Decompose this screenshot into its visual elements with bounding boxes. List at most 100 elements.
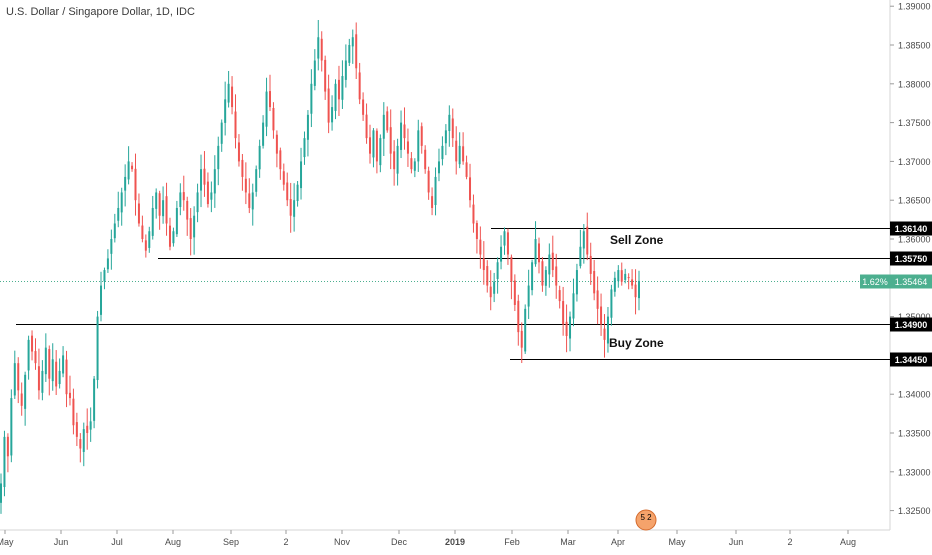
time-tick-label: Feb <box>504 537 520 547</box>
chart-title: U.S. Dollar / Singapore Dollar, 1D, IDC <box>6 6 195 18</box>
candle-body <box>389 127 392 154</box>
candle-body <box>634 284 637 298</box>
candle-body <box>565 321 568 337</box>
candle-body <box>193 215 196 238</box>
candle-body <box>275 134 278 154</box>
candle-body <box>48 349 51 379</box>
candle-body <box>262 122 265 146</box>
zone-label: Buy Zone <box>609 336 664 350</box>
candle-body <box>165 196 168 224</box>
candle-body <box>231 86 234 108</box>
level-price-box <box>890 317 932 332</box>
candle-body <box>403 124 406 139</box>
price-tick-label: 1.33000 <box>898 467 931 477</box>
level-price-box <box>890 221 932 236</box>
time-tick-label: Apr <box>611 537 625 547</box>
candle-body <box>251 192 254 210</box>
events-badge-circle <box>635 509 657 531</box>
candle-body <box>337 79 340 100</box>
candle-body <box>531 262 534 291</box>
candle-body <box>220 122 223 144</box>
candle-body <box>293 200 296 217</box>
candle-body <box>10 398 13 456</box>
candle-body <box>120 192 123 213</box>
candle-body <box>400 122 403 150</box>
candle-body <box>334 83 337 111</box>
time-tick-label: Nov <box>334 537 351 547</box>
candle-body <box>410 158 413 170</box>
candle-body <box>306 114 309 140</box>
candle-body <box>131 165 134 170</box>
candle-body <box>17 363 20 391</box>
current-price-label: 1.35464 <box>895 277 928 287</box>
candle-body <box>610 289 613 318</box>
candle-body <box>55 361 58 387</box>
candle-body <box>465 162 468 177</box>
candle-body <box>482 258 485 271</box>
candle-body <box>544 270 547 286</box>
candle-body <box>144 240 147 251</box>
candle-body <box>203 168 206 185</box>
time-tick-label: Jun <box>729 537 744 547</box>
level-price-label: 1.36140 <box>895 224 928 234</box>
candle-body <box>124 176 127 191</box>
level-price-label: 1.34450 <box>895 355 928 365</box>
candle-body <box>172 231 175 244</box>
candle-body <box>355 34 358 69</box>
candle-body <box>24 374 27 409</box>
candle-body <box>527 285 530 307</box>
level-price-label: 1.34900 <box>895 320 928 330</box>
time-tick-label: 2 <box>787 537 792 547</box>
price-tick-label: 1.39000 <box>898 2 931 12</box>
candle-body <box>134 168 137 201</box>
candle-body <box>462 146 465 162</box>
candle-body <box>51 359 54 382</box>
current-price-box <box>890 274 932 289</box>
candle-body <box>72 398 75 426</box>
candle-body <box>369 137 372 154</box>
candle-body <box>558 290 561 302</box>
candle-body <box>189 218 192 240</box>
candle-body <box>362 99 365 115</box>
candle-body <box>162 200 165 217</box>
candle-body <box>510 256 513 282</box>
time-tick-label: Aug <box>840 537 856 547</box>
time-tick-label: Mar <box>560 537 576 547</box>
candles <box>0 19 640 514</box>
candle-body <box>65 359 68 395</box>
candle-body <box>113 223 116 239</box>
price-tick-label: 1.37500 <box>898 118 931 128</box>
time-tick-label: 2 <box>283 537 288 547</box>
candle-body <box>541 261 544 286</box>
candle-body <box>127 161 130 180</box>
candle-body <box>417 130 420 162</box>
candle-body <box>200 169 203 191</box>
candle-body <box>75 422 78 437</box>
candle-body <box>600 306 603 325</box>
candle-body <box>241 159 244 177</box>
candle-body <box>365 114 368 139</box>
events-badge: 5 2 <box>635 509 657 531</box>
candle-body <box>617 270 620 282</box>
candle-body <box>589 255 592 274</box>
candle-body <box>469 177 472 201</box>
candle-body <box>279 150 282 170</box>
change-label: 1.62% <box>862 277 888 287</box>
level-lines <box>0 228 890 360</box>
candle-body <box>444 130 447 144</box>
candle-body <box>148 231 151 248</box>
candle-body <box>420 126 423 146</box>
time-tick-label: Jun <box>54 537 69 547</box>
candle-body <box>582 231 585 249</box>
candle-body <box>455 140 458 162</box>
candle-body <box>317 37 320 59</box>
candle-body <box>44 347 47 375</box>
candle-body <box>427 170 430 193</box>
candle-body <box>596 290 599 309</box>
candle-body <box>379 138 382 166</box>
candle-body <box>255 169 258 192</box>
candle-body <box>103 270 106 282</box>
candle-body <box>327 88 330 123</box>
